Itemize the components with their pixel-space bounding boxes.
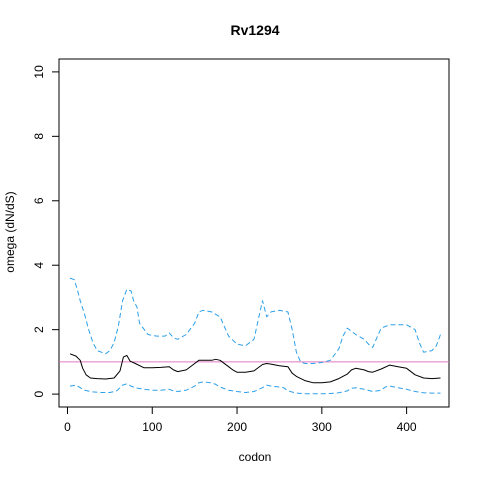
plot-frame — [58, 58, 450, 408]
x-tick-label: 0 — [64, 420, 71, 434]
y-tick-label: 6 — [32, 197, 46, 204]
x-tick-label: 300 — [312, 420, 332, 434]
series-line-lower-bound — [69, 381, 441, 395]
y-tick-label: 4 — [32, 262, 46, 269]
chart-title: Rv1294 — [230, 22, 279, 38]
series-line-estimate — [69, 353, 441, 384]
y-tick-label: 8 — [32, 133, 46, 140]
series-line-upper-bound — [69, 277, 441, 364]
x-tick-label: 100 — [142, 420, 162, 434]
y-axis-label: omega (dN/dS) — [3, 191, 17, 272]
series-group — [69, 277, 441, 395]
y-tick-label: 10 — [32, 65, 46, 79]
y-tick-label: 2 — [32, 326, 46, 333]
y-tick-label: 0 — [32, 390, 46, 397]
x-axis-label: codon — [239, 450, 272, 464]
axes-ticks: 0 100 200 300 400 0 2 4 6 8 10 — [32, 65, 417, 434]
x-tick-label: 400 — [397, 420, 417, 434]
x-tick-label: 200 — [227, 420, 247, 434]
